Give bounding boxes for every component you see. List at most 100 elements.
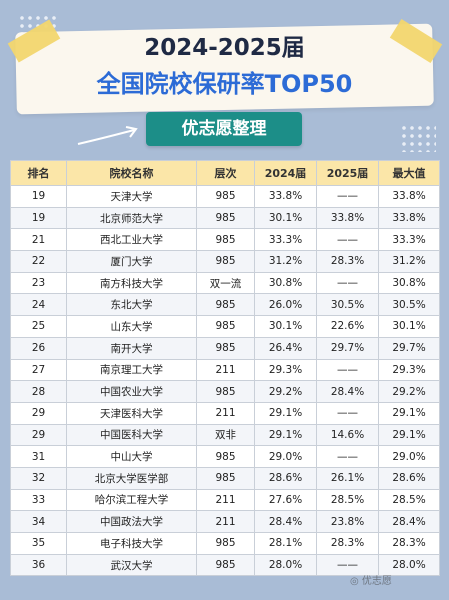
cell-max: 28.6%: [378, 466, 440, 490]
table-row: 19 天津大学 985 33.8% —— 33.8%: [10, 185, 440, 208]
table-row: 26 南开大学 985 26.4% 29.7% 29.7%: [10, 336, 440, 360]
cell-rank: 29: [10, 423, 67, 447]
cell-school-name: 哈尔滨工程大学: [66, 488, 197, 512]
cell-level: 双一流: [196, 271, 255, 295]
cell-school-name: 北京师范大学: [66, 206, 197, 230]
cell-2025: 28.4%: [316, 380, 379, 403]
cell-2024: 29.3%: [254, 358, 317, 382]
table-row: 33 哈尔滨工程大学 211 27.6% 28.5% 28.5%: [10, 488, 440, 512]
cell-2024: 28.1%: [254, 532, 317, 555]
cell-2025: ——: [316, 445, 379, 468]
cell-level: 985: [196, 466, 255, 490]
cell-2024: 27.6%: [254, 488, 317, 512]
cell-school-name: 天津大学: [66, 185, 197, 208]
cell-school-name: 电子科技大学: [66, 532, 197, 555]
cell-school-name: 南方科技大学: [66, 271, 197, 295]
cell-rank: 22: [10, 250, 67, 273]
cell-level: 985: [196, 445, 255, 468]
cell-2024: 33.3%: [254, 228, 317, 252]
table-row: 25 山东大学 985 30.1% 22.6% 30.1%: [10, 315, 440, 338]
cell-school-name: 中国政法大学: [66, 510, 197, 533]
cell-2024: 28.6%: [254, 466, 317, 490]
cell-school-name: 中国医科大学: [66, 423, 197, 447]
cell-2025: ——: [316, 271, 379, 295]
table-row: 19 北京师范大学 985 30.1% 33.8% 33.8%: [10, 206, 440, 230]
table-row: 24 东北大学 985 26.0% 30.5% 30.5%: [10, 293, 440, 317]
cell-2025: 29.7%: [316, 336, 379, 360]
cell-school-name: 山东大学: [66, 315, 197, 338]
cell-max: 31.2%: [378, 250, 440, 273]
cell-max: 30.5%: [378, 293, 440, 317]
decorative-dots-right: [400, 124, 436, 152]
cell-2024: 26.4%: [254, 336, 317, 360]
cell-2024: 33.8%: [254, 185, 317, 208]
cell-2025: 28.3%: [316, 250, 379, 273]
table-row: 35 电子科技大学 985 28.1% 28.3% 28.3%: [10, 532, 440, 555]
cell-2024: 30.1%: [254, 206, 317, 230]
hand-drawn-arrow-icon: [77, 126, 138, 145]
cell-level: 985: [196, 185, 255, 208]
cell-max: 29.2%: [378, 380, 440, 403]
cell-2024: 31.2%: [254, 250, 317, 273]
table-row: 27 南京理工大学 211 29.3% —— 29.3%: [10, 358, 440, 382]
cell-2024: 29.1%: [254, 401, 317, 425]
cell-2025: 22.6%: [316, 315, 379, 338]
cell-level: 985: [196, 293, 255, 317]
cell-2024: 29.0%: [254, 445, 317, 468]
column-header-rank: 排名: [10, 160, 67, 186]
cell-rank: 29: [10, 401, 67, 425]
cell-school-name: 南京理工大学: [66, 358, 197, 382]
cell-2024: 29.1%: [254, 423, 317, 447]
cell-rank: 23: [10, 271, 67, 295]
cell-rank: 25: [10, 315, 67, 338]
cell-max: 29.0%: [378, 445, 440, 468]
cell-level: 双非: [196, 423, 255, 447]
cell-school-name: 西北工业大学: [66, 228, 197, 252]
cell-rank: 19: [10, 206, 67, 230]
title-main: 全国院校保研率TOP50: [96, 70, 353, 98]
cell-level: 211: [196, 401, 255, 425]
cell-level: 985: [196, 336, 255, 360]
cell-max: 29.1%: [378, 423, 440, 447]
column-header-max: 最大值: [378, 160, 440, 186]
cell-level: 211: [196, 510, 255, 533]
table-row: 31 中山大学 985 29.0% —— 29.0%: [10, 445, 440, 468]
cell-level: 211: [196, 488, 255, 512]
cell-2025: 26.1%: [316, 466, 379, 490]
cell-max: 33.3%: [378, 228, 440, 252]
cell-max: 29.7%: [378, 336, 440, 360]
cell-max: 29.1%: [378, 401, 440, 425]
cell-school-name: 中国农业大学: [66, 380, 197, 403]
cell-rank: 24: [10, 293, 67, 317]
cell-rank: 34: [10, 510, 67, 533]
cell-2024: 26.0%: [254, 293, 317, 317]
watermark-logo: ◎ 优志愿: [350, 576, 392, 587]
cell-rank: 19: [10, 185, 67, 208]
cell-rank: 36: [10, 553, 67, 577]
cell-level: 985: [196, 380, 255, 403]
cell-max: 28.3%: [378, 532, 440, 555]
cell-2024: 30.1%: [254, 315, 317, 338]
cell-school-name: 北京大学医学部: [66, 466, 197, 490]
cell-school-name: 东北大学: [66, 293, 197, 317]
table-row: 32 北京大学医学部 985 28.6% 26.1% 28.6%: [10, 466, 440, 490]
table-row: 21 西北工业大学 985 33.3% —— 33.3%: [10, 228, 440, 252]
table-row: 34 中国政法大学 211 28.4% 23.8% 28.4%: [10, 510, 440, 533]
title-year: 2024-2025届: [144, 35, 305, 61]
cell-rank: 28: [10, 380, 67, 403]
cell-rank: 26: [10, 336, 67, 360]
cell-2025: 14.6%: [316, 423, 379, 447]
column-header-2025: 2025届: [316, 160, 379, 186]
ranking-table: 排名 院校名称 层次 2024届 2025届 最大值 19 天津大学 985 33.8…: [10, 160, 440, 577]
table-row: 22 厦门大学 985 31.2% 28.3% 31.2%: [10, 250, 440, 273]
cell-2024: 28.4%: [254, 510, 317, 533]
cell-level: 985: [196, 206, 255, 230]
cell-2025: ——: [316, 401, 379, 425]
cell-2024: 30.8%: [254, 271, 317, 295]
cell-rank: 31: [10, 445, 67, 468]
cell-level: 985: [196, 315, 255, 338]
cell-2025: ——: [316, 358, 379, 382]
cell-max: 28.5%: [378, 488, 440, 512]
cell-rank: 21: [10, 228, 67, 252]
cell-level: 211: [196, 358, 255, 382]
